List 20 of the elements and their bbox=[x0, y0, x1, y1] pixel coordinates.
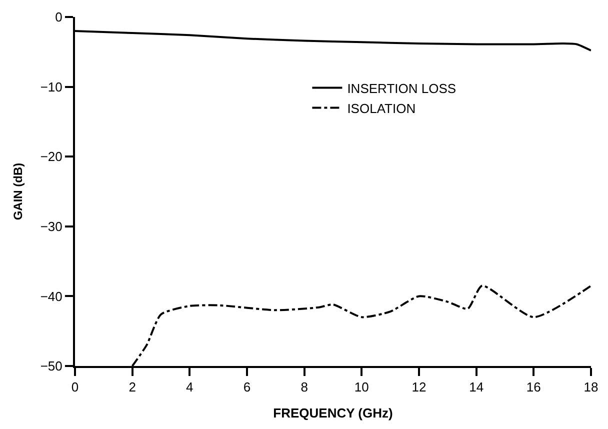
x-tick-label: 8 bbox=[300, 380, 308, 395]
y-axis-title: GAIN (dB) bbox=[11, 162, 26, 220]
x-tick-label: 12 bbox=[412, 380, 426, 395]
y-tick-label: −10 bbox=[40, 79, 62, 94]
y-tick-label: −20 bbox=[40, 149, 62, 164]
x-tick-label: 2 bbox=[128, 380, 136, 395]
x-axis-title: FREQUENCY (GHz) bbox=[273, 406, 393, 421]
y-tick-label: −40 bbox=[40, 288, 62, 304]
y-tick-label: 0 bbox=[55, 10, 62, 25]
x-tick-label: 16 bbox=[526, 380, 541, 395]
x-tick-label: 4 bbox=[186, 380, 194, 395]
x-tick-label: 6 bbox=[243, 380, 251, 395]
legend-label: ISOLATION bbox=[347, 100, 416, 116]
x-tick-label: 10 bbox=[354, 380, 369, 395]
x-tick-label: 18 bbox=[584, 380, 598, 395]
legend-label: INSERTION LOSS bbox=[347, 80, 456, 96]
x-tick-label: 14 bbox=[469, 380, 484, 395]
y-tick-label: −30 bbox=[40, 218, 62, 234]
y-tick-label: −50 bbox=[40, 358, 62, 374]
x-tick-label: 0 bbox=[71, 380, 79, 395]
